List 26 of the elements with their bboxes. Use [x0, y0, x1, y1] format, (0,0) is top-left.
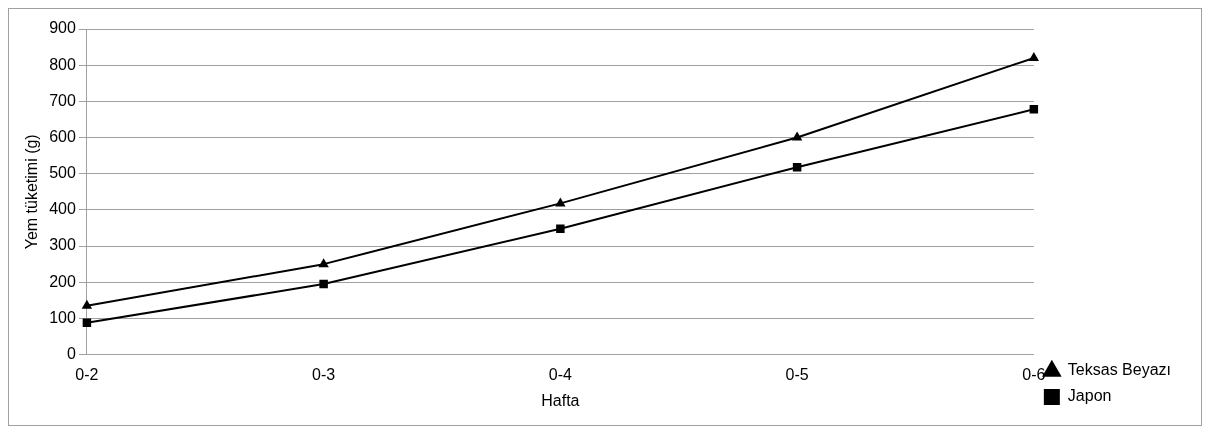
legend-label: Teksas Beyazı	[1067, 361, 1171, 379]
y-tick-label: 400	[49, 200, 76, 218]
y-tick-label: 600	[49, 127, 76, 145]
point	[319, 279, 328, 289]
x-tick-label: 0-4	[548, 365, 573, 383]
point	[1028, 51, 1040, 61]
y-tick-label: 300	[49, 236, 76, 254]
x-tick-label: 0-2	[75, 365, 99, 383]
y-axis-title: Yem tüketimi (g)	[23, 134, 41, 250]
y-tick-label: 900	[49, 19, 76, 37]
x-tick-label: 0-6	[1022, 365, 1046, 383]
y-tick-label: 200	[49, 272, 76, 290]
point	[318, 258, 329, 268]
x-axis-title: Hafta	[541, 391, 580, 409]
point	[81, 299, 93, 309]
point	[791, 131, 803, 141]
x-tick-label: 0-3	[312, 365, 336, 383]
y-tick-label: 100	[49, 308, 76, 326]
point	[1029, 105, 1039, 114]
x-tick-label: 0-5	[785, 365, 809, 383]
legend-label: Japon	[1067, 387, 1112, 405]
y-tick-label: 500	[49, 164, 76, 182]
y-tick-label: 800	[49, 55, 76, 73]
y-tick-label: 0	[66, 345, 76, 363]
y-tick-label: 700	[49, 91, 76, 109]
point	[556, 224, 565, 233]
